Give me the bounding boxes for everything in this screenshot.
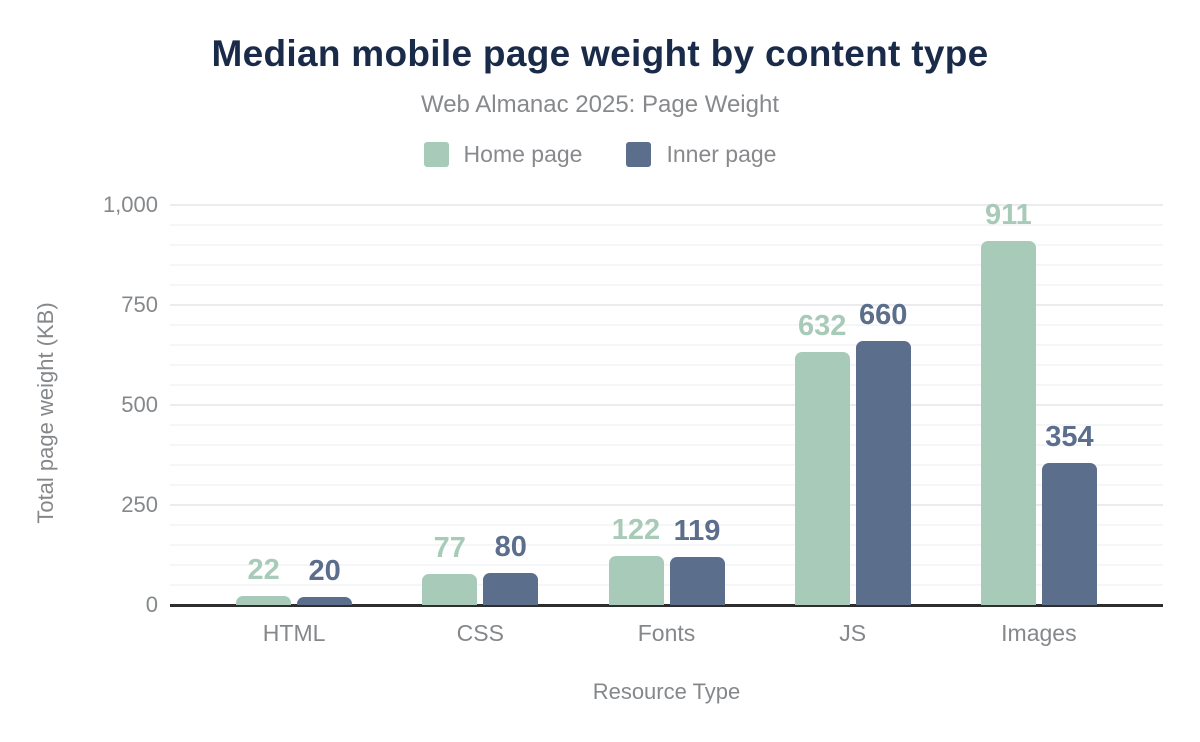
x-category-label-html: HTML bbox=[262, 620, 326, 646]
bar-home-page-js bbox=[794, 352, 850, 605]
value-label-home-page-fonts: 122 bbox=[611, 514, 661, 547]
bar-inner-page-html bbox=[297, 597, 353, 605]
value-label-inner-page-html: 20 bbox=[308, 555, 341, 587]
y-axis-tick-labels: 0 250 500 750 1,000 bbox=[0, 192, 158, 617]
x-category-label-images: Images bbox=[1001, 620, 1077, 646]
value-label-home-page-css: 77 bbox=[433, 532, 466, 565]
gridline-minor bbox=[170, 344, 1163, 346]
x-axis-category-labels: HTML CSS Fonts JS Images bbox=[170, 620, 1163, 650]
bar-home-page-images bbox=[980, 240, 1036, 605]
legend-label-inner-page: Inner page bbox=[666, 141, 777, 167]
y-tick-label: 1,000 bbox=[102, 192, 158, 217]
value-label-inner-page-css: 80 bbox=[494, 531, 527, 563]
gridline-major bbox=[170, 504, 1163, 506]
value-label-inner-page-fonts: 119 bbox=[673, 515, 721, 548]
x-axis-title: Resource Type bbox=[592, 679, 741, 704]
x-category-label-fonts: Fonts bbox=[637, 620, 696, 646]
gridline-minor bbox=[170, 444, 1163, 446]
value-label-home-page-images: 911 bbox=[984, 198, 1032, 231]
legend-item-home-page: Home page bbox=[423, 141, 583, 168]
gridline-minor bbox=[170, 264, 1163, 266]
legend-item-inner-page: Inner page bbox=[626, 141, 776, 168]
x-category-label-css: CSS bbox=[456, 620, 504, 646]
y-tick-label: 750 bbox=[121, 292, 158, 317]
value-label-home-page-js: 632 bbox=[797, 310, 847, 343]
bar-home-page-html bbox=[236, 596, 292, 605]
gridline-major bbox=[170, 404, 1163, 406]
gridline-minor bbox=[170, 384, 1163, 386]
x-axis-line bbox=[170, 604, 1163, 607]
y-tick-label: 0 bbox=[145, 592, 158, 617]
gridline-major bbox=[170, 304, 1163, 306]
x-category-label-js: JS bbox=[839, 620, 867, 646]
y-tick-label: 250 bbox=[121, 492, 158, 517]
legend: Home page Inner page bbox=[0, 141, 1200, 168]
gridline-minor bbox=[170, 564, 1163, 566]
gridline-minor bbox=[170, 584, 1163, 586]
bar-inner-page-js bbox=[855, 341, 911, 605]
value-label-inner-page-images: 354 bbox=[1045, 421, 1094, 454]
gridline-minor bbox=[170, 524, 1163, 526]
gridline-minor bbox=[170, 364, 1163, 366]
gridline-minor bbox=[170, 284, 1163, 286]
bar-inner-page-css bbox=[483, 573, 539, 605]
bar-home-page-fonts bbox=[608, 556, 664, 605]
gridline-major bbox=[170, 204, 1163, 206]
legend-swatch-inner-page bbox=[626, 142, 652, 167]
chart-title: Median mobile page weight by content typ… bbox=[211, 33, 989, 74]
legend-swatch-home-page bbox=[423, 142, 449, 167]
value-label-home-page-html: 22 bbox=[247, 554, 280, 587]
gridline-minor bbox=[170, 224, 1163, 226]
gridline-minor bbox=[170, 424, 1163, 426]
gridline-minor bbox=[170, 484, 1163, 486]
y-tick-label: 500 bbox=[121, 392, 158, 417]
bar-inner-page-images bbox=[1041, 463, 1097, 605]
gridline-minor bbox=[170, 464, 1163, 466]
legend-label-home-page: Home page bbox=[463, 141, 583, 167]
gridline-minor bbox=[170, 544, 1163, 546]
gridline-minor bbox=[170, 244, 1163, 246]
y-axis-title: Total page weight (KB) bbox=[33, 302, 58, 524]
chart-subtitle: Web Almanac 2025: Page Weight bbox=[420, 91, 779, 118]
gridline-minor bbox=[170, 324, 1163, 326]
bar-inner-page-fonts bbox=[669, 557, 725, 605]
value-label-inner-page-js: 660 bbox=[858, 299, 908, 331]
plot-area: 22 20 77 80 122 119 632 660 911 354 bbox=[170, 199, 1163, 607]
bar-home-page-css bbox=[422, 574, 478, 605]
